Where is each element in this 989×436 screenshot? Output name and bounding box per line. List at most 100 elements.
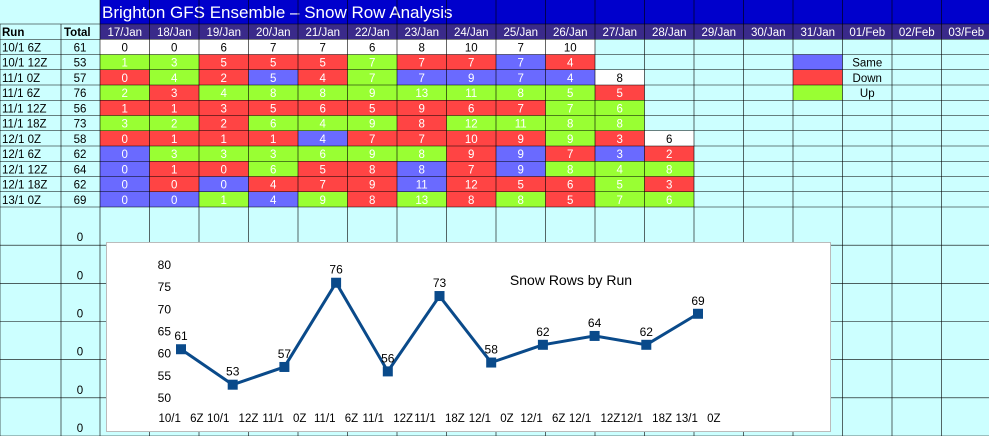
total-value: 56 (74, 103, 87, 115)
cell-value: 7 (419, 73, 425, 85)
date-header-bg (100, 24, 989, 40)
cell-value: 7 (518, 73, 524, 85)
cell-value: 6 (666, 195, 672, 207)
chart-area (106, 242, 831, 432)
date-header: 26/Jan (553, 27, 588, 39)
cell-value: 8 (369, 164, 375, 176)
cell-value: 0 (171, 195, 177, 207)
date-header: 27/Jan (602, 27, 637, 39)
cell-value: 10 (465, 134, 478, 146)
data-label: 69 (691, 294, 705, 308)
cell-bg (149, 100, 199, 116)
cell-bg (347, 161, 397, 177)
cell-value: 8 (369, 195, 375, 207)
run-label: 12/1 12Z (2, 164, 47, 176)
cell-value: 0 (171, 180, 177, 192)
header-left-bg (0, 24, 100, 40)
cell-bg (100, 54, 150, 70)
cell-value: 1 (171, 103, 177, 115)
cell-bg (496, 115, 546, 131)
cell-value: 5 (617, 88, 623, 100)
cell-bg (446, 176, 496, 192)
x-tick-label: 11/1 6Z (314, 413, 358, 425)
cell-bg (149, 115, 199, 131)
data-point (227, 379, 238, 390)
cell-bg (248, 176, 298, 192)
cell-value: 0 (122, 42, 128, 54)
cell-value: 6 (270, 164, 276, 176)
cell-bg (100, 146, 150, 162)
cell-value: 5 (518, 180, 524, 192)
cell-bg (199, 191, 249, 207)
cell-value: 11 (465, 88, 477, 100)
cell-value: 10 (564, 42, 577, 54)
cell-bg (496, 54, 546, 70)
cell-bg (496, 100, 546, 116)
total-value: 0 (77, 347, 83, 359)
data-point (537, 339, 548, 350)
total-value: 53 (74, 58, 87, 70)
cell-value: 6 (270, 119, 276, 131)
cell-value: 8 (419, 164, 425, 176)
cell-bg (496, 85, 546, 101)
cell-value: 7 (270, 42, 276, 54)
cell-bg (248, 69, 298, 85)
cell-value: 6 (468, 103, 474, 115)
x-tick-label: 12/1 18Z (621, 413, 672, 425)
cell-bg (298, 115, 348, 131)
run-label: 12/1 18Z (2, 180, 47, 192)
run-label: 10/1 12Z (2, 58, 47, 70)
cell-bg (298, 161, 348, 177)
cell-value: 1 (122, 103, 128, 115)
date-header: 25/Jan (503, 27, 538, 39)
cell-value: 7 (369, 73, 375, 85)
cell-value: 8 (320, 88, 326, 100)
cell-value: 7 (468, 58, 474, 70)
cell-bg (347, 146, 397, 162)
cell-value: 8 (468, 195, 474, 207)
cell-bg (100, 176, 150, 192)
y-tick-label: 55 (158, 369, 172, 383)
legend-swatch (793, 69, 843, 85)
y-tick-label: 75 (158, 280, 172, 294)
cell-bg (397, 39, 447, 55)
total-value: 62 (74, 180, 87, 192)
total-value: 57 (74, 73, 87, 85)
data-label: 56 (381, 351, 395, 365)
cell-value: 4 (270, 195, 277, 207)
cell-value: 5 (567, 88, 573, 100)
run-label: 11/1 12Z (2, 103, 47, 115)
cell-bg (100, 85, 150, 101)
y-tick-label: 50 (158, 391, 172, 405)
cell-value: 7 (369, 58, 375, 70)
x-tick-label: 11/1 18Z (414, 413, 465, 425)
data-label: 64 (588, 316, 602, 330)
cell-value: 9 (369, 88, 375, 100)
cell-bg (298, 130, 348, 146)
x-tick-label: 11/1 0Z (262, 413, 306, 425)
total-value: 58 (74, 134, 87, 146)
cell-bg (545, 191, 595, 207)
data-label: 73 (433, 276, 447, 290)
cell-bg (347, 191, 397, 207)
cell-bg (446, 85, 496, 101)
data-point (589, 330, 600, 341)
cell-bg (100, 191, 150, 207)
x-tick-label: 11/1 12Z (363, 413, 414, 425)
cell-value: 5 (320, 164, 326, 176)
date-header: 29/Jan (701, 27, 736, 39)
cell-bg (446, 100, 496, 116)
cell-bg (199, 161, 249, 177)
header-total: Total (64, 27, 91, 39)
cell-bg (496, 39, 546, 55)
date-header: 30/Jan (751, 27, 786, 39)
cell-value: 7 (567, 149, 573, 161)
cell-value: 3 (270, 149, 276, 161)
cell-value: 8 (617, 119, 623, 131)
cell-bg (644, 176, 694, 192)
cell-value: 4 (320, 73, 327, 85)
cell-value: 8 (567, 119, 573, 131)
total-value: 0 (77, 385, 83, 397)
cell-bg (545, 85, 595, 101)
